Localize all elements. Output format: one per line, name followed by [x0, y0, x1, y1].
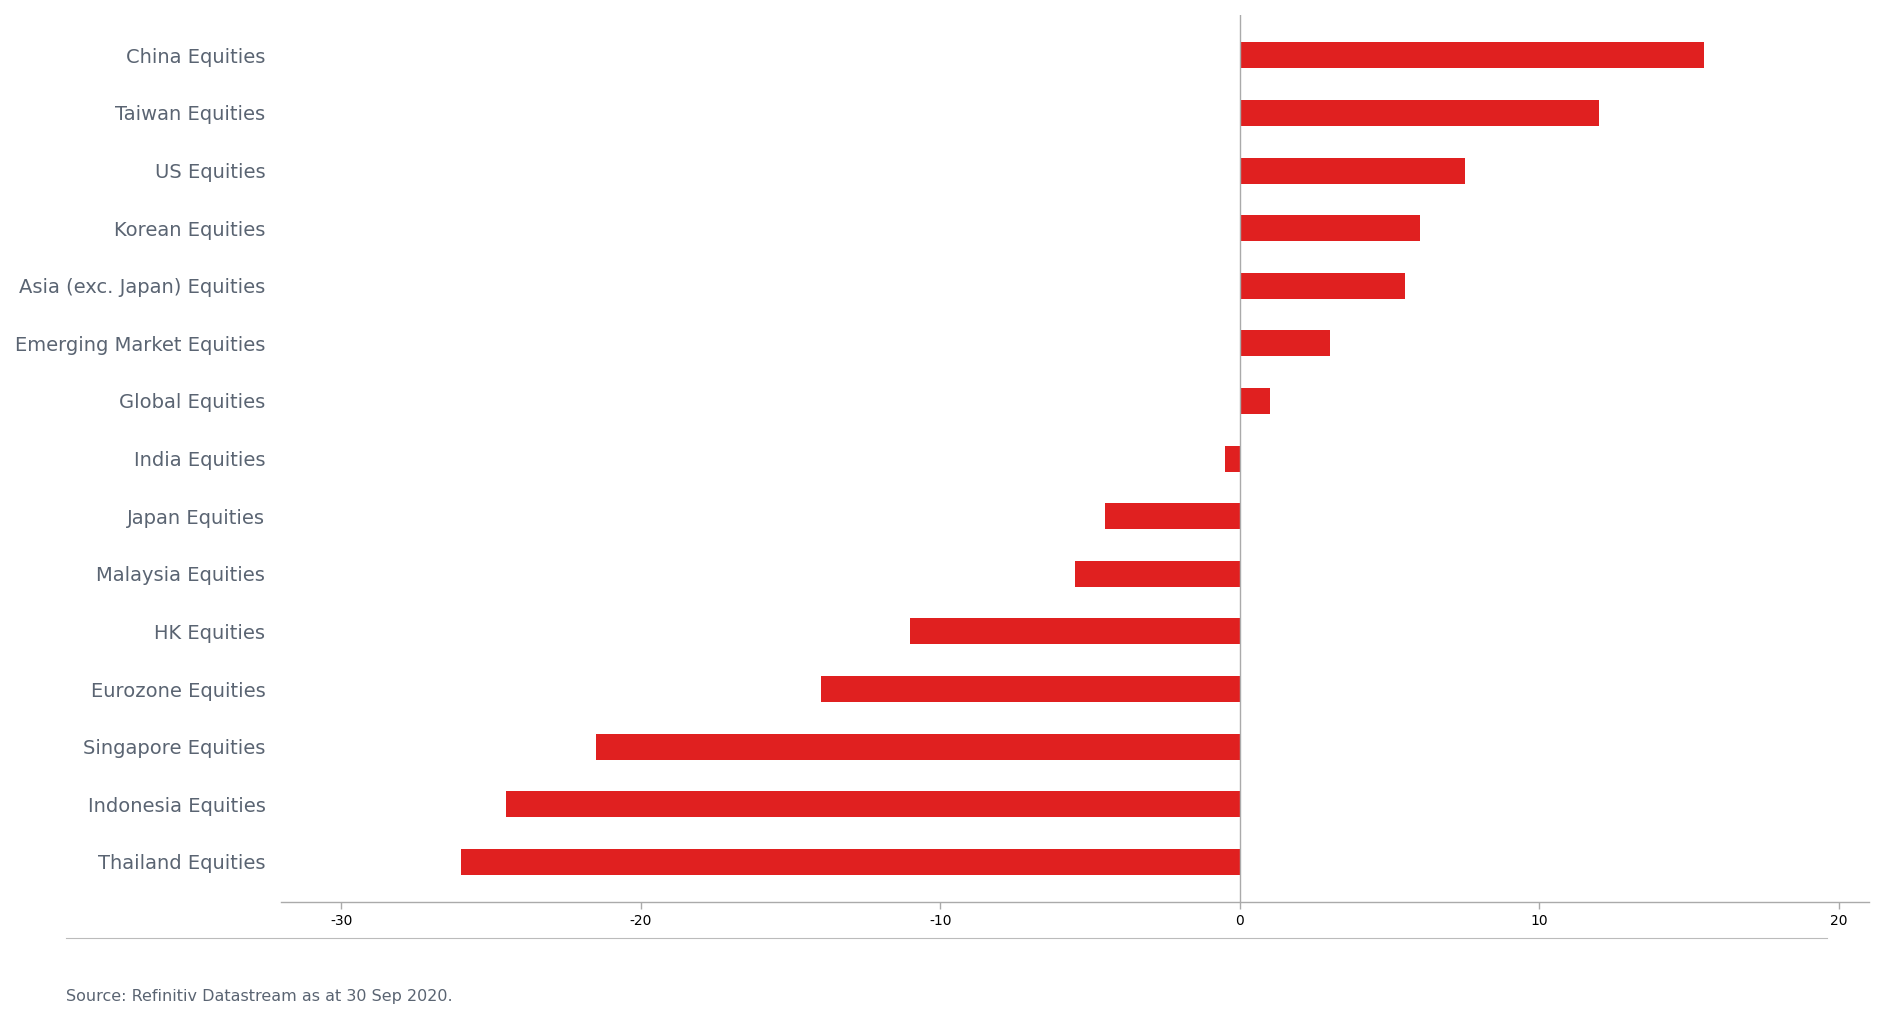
Bar [462, 849, 1240, 874]
Bar [1240, 215, 1421, 241]
Bar [1225, 446, 1240, 472]
Bar [1240, 42, 1705, 69]
Bar [1240, 158, 1464, 183]
Bar [910, 618, 1240, 645]
Bar [507, 791, 1240, 817]
Bar [595, 734, 1240, 760]
Bar [1076, 561, 1240, 586]
Bar [1240, 273, 1405, 298]
Bar [821, 676, 1240, 702]
Bar [1240, 100, 1600, 126]
Text: Source: Refinitiv Datastream as at 30 Sep 2020.: Source: Refinitiv Datastream as at 30 Se… [66, 989, 452, 1004]
Bar [1106, 503, 1240, 529]
Bar [1240, 330, 1330, 357]
Bar [1240, 388, 1270, 414]
